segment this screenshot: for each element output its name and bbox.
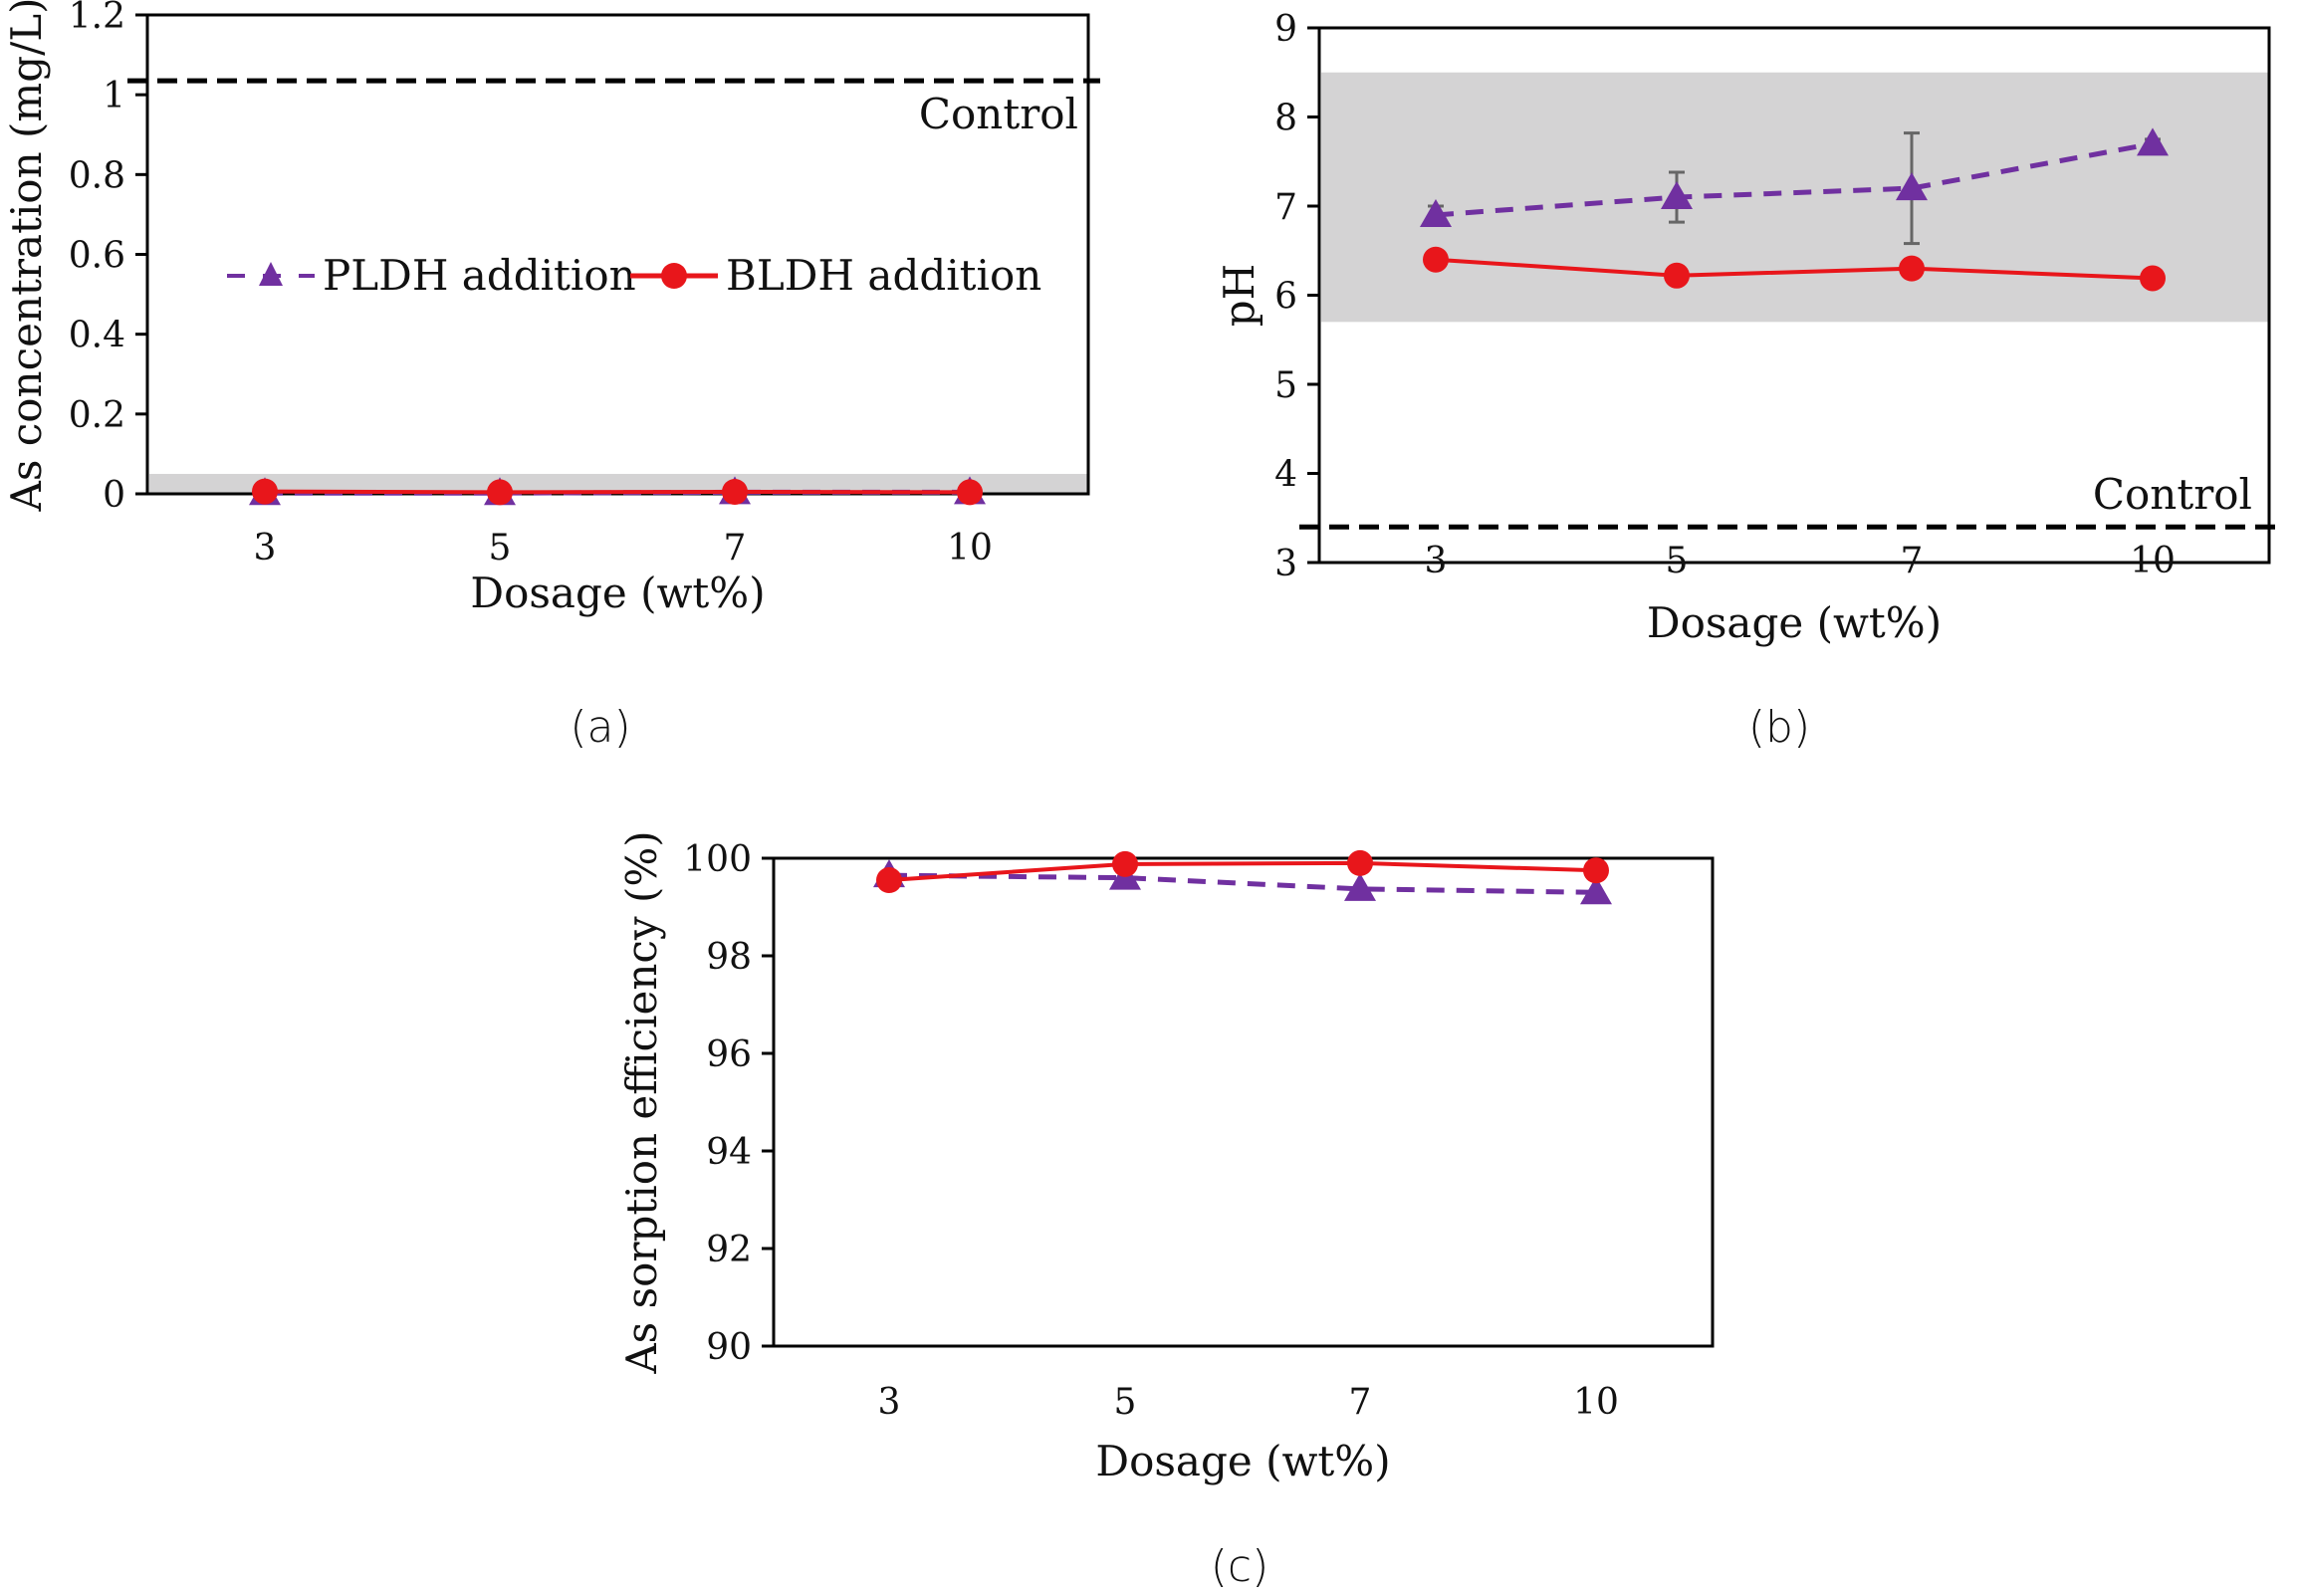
series-bldh-addition	[252, 478, 983, 506]
y-tick-label: 6	[1274, 277, 1297, 318]
shaded-band	[149, 473, 1088, 494]
x-tick-label: 10	[2130, 541, 2176, 581]
data-point-circle	[2140, 265, 2166, 292]
legend-circle-icon	[661, 263, 687, 289]
data-point-circle	[1112, 850, 1138, 877]
y-tick-label: 0.2	[69, 395, 125, 436]
y-tick-label: 5	[1274, 365, 1297, 406]
data-point-triangle	[1344, 872, 1376, 901]
plot-frame	[772, 856, 1715, 1348]
data-point-circle	[876, 867, 902, 894]
series-line	[1435, 257, 2154, 281]
data-point-circle	[1899, 255, 1925, 282]
y-tick-label: 0	[103, 475, 125, 516]
y-tick-label: 96	[706, 1034, 752, 1075]
y-tick-label: 98	[706, 937, 752, 978]
data-point-triangle	[1661, 181, 1693, 210]
y-tick-label: 1	[103, 76, 125, 116]
chart-panel-a: 0 0.2 0.4 0.6 0.8 1 1.2 3 5 7 10 Dosage (wt%) As con…	[2, 0, 1100, 753]
y-tick-label: 0.8	[69, 155, 125, 196]
x-tick-label: 5	[1114, 1382, 1137, 1423]
y-tick-label: 0.4	[69, 316, 125, 356]
y-tick-label: 3	[1274, 544, 1297, 584]
x-tick-label: 10	[947, 528, 993, 569]
y-tick-label: 9	[1274, 9, 1297, 50]
y-axis-label: As concentration (mg/L)	[2, 0, 51, 513]
control-label: Control	[2093, 470, 2252, 519]
y-tick-label: 4	[1274, 455, 1297, 496]
series-pldh-addition	[1420, 127, 2169, 246]
data-point-circle	[1347, 849, 1373, 876]
y-tick-label: 1.2	[69, 0, 125, 37]
series-line	[264, 489, 971, 495]
x-tick-label: 7	[1349, 1382, 1372, 1423]
x-tick-label: 5	[1666, 541, 1689, 581]
legend-triangle-icon	[259, 262, 283, 286]
chart-panel-b: 3 4 5 6 7 8 9 3 5 7 10 Dosage (wt%) pH (b) Control	[1215, 9, 2281, 753]
chart-panel-c: 90 92 94 96 98 100 3 5 7 10 Dosage (wt%) As sorptio…	[617, 830, 1715, 1592]
series-line	[888, 860, 1597, 883]
data-point-triangle	[2137, 127, 2169, 156]
x-tick-label: 7	[1901, 541, 1924, 581]
series-line	[1435, 140, 2154, 218]
series-bldh-addition	[1423, 246, 2166, 292]
data-point-circle	[1423, 246, 1449, 273]
data-point-triangle	[1896, 172, 1928, 201]
panel-label: (a)	[570, 702, 630, 753]
x-tick-label: 3	[1425, 541, 1448, 581]
legend-entry: PLDH addition	[227, 251, 636, 300]
y-tick-label: 100	[683, 839, 752, 880]
data-point-triangle	[1420, 198, 1452, 227]
data-point-circle	[957, 479, 983, 506]
x-tick-label: 3	[254, 528, 277, 569]
panel-label: (b)	[1748, 702, 1810, 753]
x-axis-label: Dosage (wt%)	[470, 569, 765, 617]
data-point-circle	[487, 479, 513, 506]
x-axis-label: Dosage (wt%)	[1095, 1437, 1390, 1485]
x-axis-label: Dosage (wt%)	[1647, 598, 1942, 647]
y-axis-label: As sorption efficiency (%)	[617, 830, 666, 1374]
y-tick-label: 94	[706, 1132, 752, 1173]
data-point-triangle	[1580, 876, 1612, 905]
data-point-circle	[252, 478, 278, 505]
legend-label: PLDH addition	[323, 251, 636, 300]
x-tick-label: 7	[724, 528, 747, 569]
x-tick-label: 3	[878, 1382, 901, 1423]
data-point-circle	[1664, 262, 1690, 289]
control-label: Control	[919, 90, 1078, 138]
panel-label: (c)	[1211, 1541, 1269, 1592]
legend-entry: BLDH addition	[630, 251, 1041, 300]
data-point-circle	[722, 478, 748, 505]
y-tick-label: 8	[1274, 99, 1297, 139]
series-line	[888, 872, 1597, 895]
x-tick-label: 10	[1573, 1382, 1619, 1423]
legend-label: BLDH addition	[726, 251, 1041, 300]
y-tick-label: 0.6	[69, 236, 125, 277]
legend: PLDH addition BLDH addition	[227, 251, 1041, 300]
shaded-band	[1321, 72, 2269, 323]
y-axis-label: pH	[1215, 264, 1263, 328]
y-tick-label: 7	[1274, 187, 1297, 228]
y-tick-label: 90	[706, 1327, 752, 1368]
y-tick-label: 92	[706, 1230, 752, 1270]
x-tick-label: 5	[489, 528, 512, 569]
data-point-circle	[1583, 857, 1609, 884]
series-bldh-addition	[876, 849, 1609, 894]
